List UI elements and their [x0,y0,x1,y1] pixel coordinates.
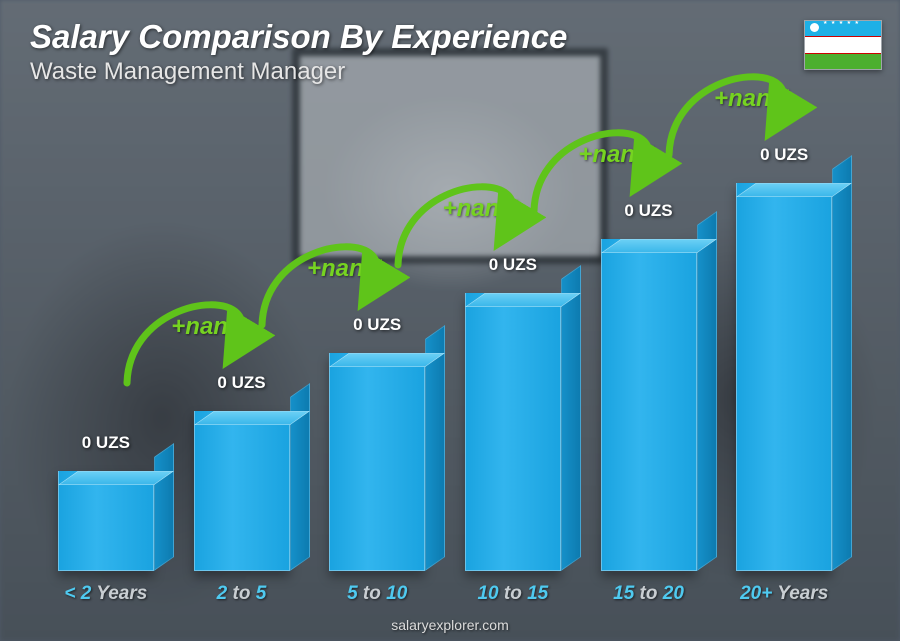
category-row: < 2 Years2 to 55 to 1010 to 1515 to 2020… [38,583,852,605]
category-dim-text: Years [91,583,147,604]
category-highlight-text: < 2 [64,583,91,604]
bar-top-face [736,183,852,197]
bar-slot: 0 UZS +nan% [309,150,445,571]
category-highlight-text: 20+ [740,583,772,604]
bar-front-face [736,183,832,571]
category-label: 10 to 15 [445,583,581,605]
bar [465,293,561,571]
bar-slot: 0 UZS +nan% [174,150,310,571]
bar-value-label: 0 UZS [443,255,583,275]
category-dim-text: to [227,583,256,604]
bar-value-label: 0 UZS [714,145,854,165]
bar-side-face [697,211,717,571]
bar [329,353,425,571]
bar-top-face [329,353,445,367]
bar-value-label: 0 UZS [307,315,447,335]
infographic-stage: Salary Comparison By Experience Waste Ma… [0,0,900,641]
bar-side-face [561,265,581,571]
bar-side-face [832,155,852,571]
category-highlight-text: 10 [386,583,407,604]
bar-value-label: 0 UZS [579,201,719,221]
bar-front-face [329,353,425,571]
chart-area: 0 UZS 0 UZS +nan% 0 UZS +nan% 0 UZS +nan% 0 UZS… [38,150,852,571]
bar-front-face [194,411,290,571]
percent-increase-label: +nan% [714,85,792,113]
category-highlight-text: 20 [663,583,684,604]
bar-slot: 0 UZS +nan% [445,150,581,571]
bar [58,471,154,571]
bar-top-face [601,239,717,253]
category-dim-text: to [499,583,528,604]
percent-increase-label: +nan% [578,141,656,169]
bar-top-face [465,293,581,307]
category-label: < 2 Years [38,583,174,605]
category-highlight-text: 10 [477,583,498,604]
bars-row: 0 UZS 0 UZS +nan% 0 UZS +nan% 0 UZS +nan% 0 UZS… [38,150,852,571]
bar-slot: 0 UZS+nan% [581,150,717,571]
category-label: 20+ Years [716,583,852,605]
flag-stripe-white [805,36,881,53]
bar-side-face [154,443,174,571]
bar-front-face [58,471,154,571]
bar-value-label: 0 UZS [172,373,312,393]
category-highlight-text: 15 [527,583,548,604]
bar-front-face [601,239,697,571]
percent-increase-label: +nan% [443,195,521,223]
bar-value-label: 0 UZS [36,433,176,453]
percent-increase-label: +nan% [171,313,249,341]
bar-front-face [465,293,561,571]
bar [601,239,697,571]
bar-slot: 0 UZS [38,150,174,571]
bar-top-face [58,471,174,485]
category-dim-text: Years [772,583,828,604]
category-dim-text: to [634,583,663,604]
category-highlight-text: 15 [613,583,634,604]
category-label: 15 to 20 [581,583,717,605]
bar-slot: 0 UZS+nan% [716,150,852,571]
bar [736,183,832,571]
chart-title: Salary Comparison By Experience [30,18,567,56]
title-block: Salary Comparison By Experience Waste Ma… [30,18,567,86]
country-flag-uzbekistan [804,20,882,70]
category-label: 2 to 5 [174,583,310,605]
bar [194,411,290,571]
flag-stripe-green [805,54,881,69]
flag-stripe-blue [805,21,881,36]
category-label: 5 to 10 [309,583,445,605]
percent-increase-label: +nan% [307,255,385,283]
bar-top-face [194,411,310,425]
category-highlight-text: 5 [256,583,267,604]
chart-subtitle: Waste Management Manager [30,58,567,86]
footer-attribution: salaryexplorer.com [0,617,900,633]
category-highlight-text: 5 [347,583,358,604]
category-highlight-text: 2 [217,583,228,604]
category-dim-text: to [358,583,387,604]
